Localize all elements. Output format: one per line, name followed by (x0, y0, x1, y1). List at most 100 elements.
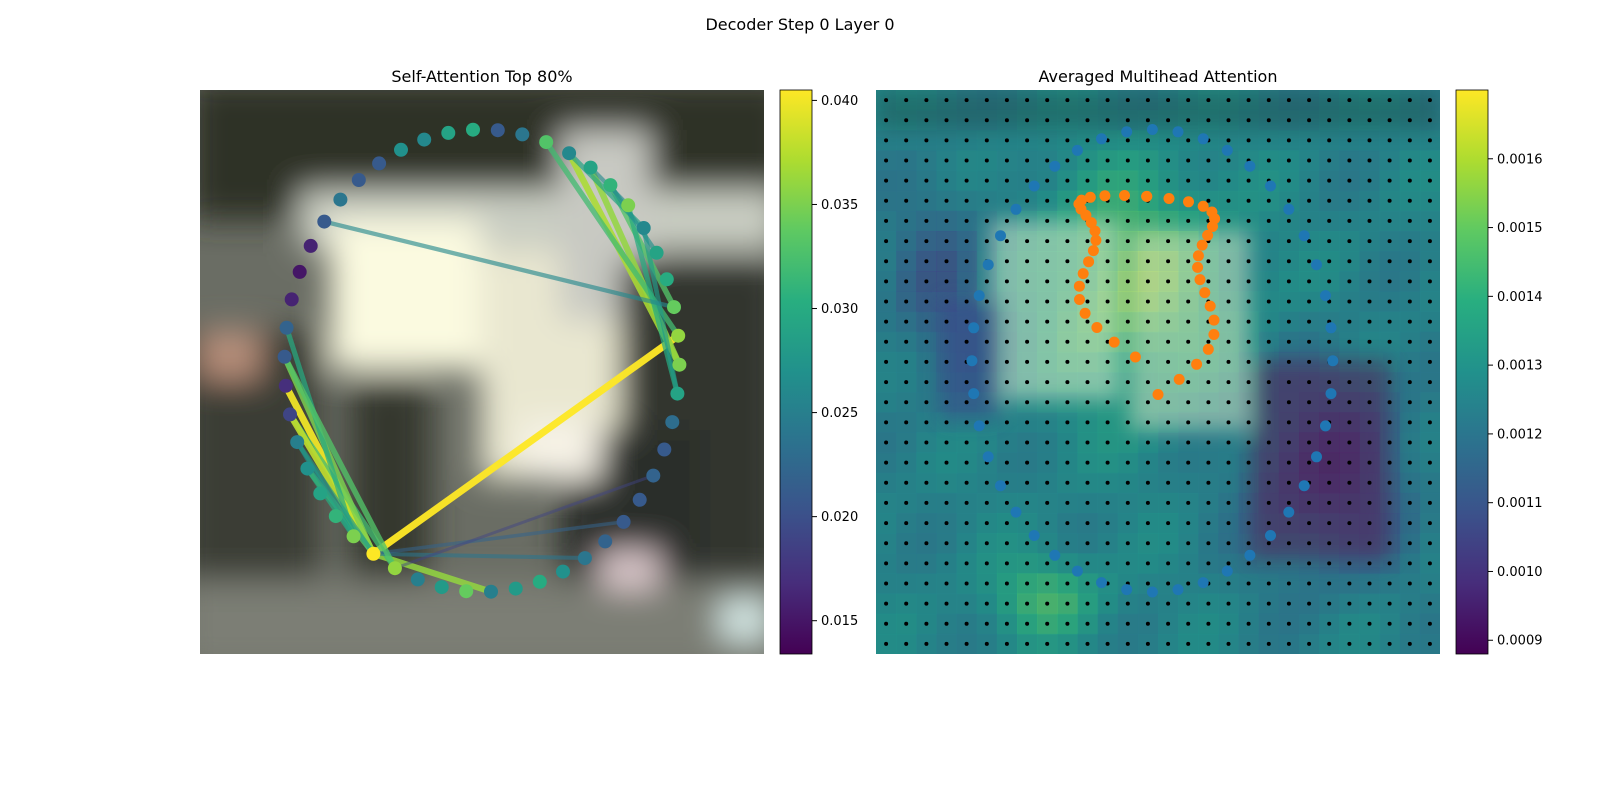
grid-dot (944, 521, 949, 526)
grid-dot (1286, 621, 1291, 626)
grid-dot (1286, 118, 1291, 123)
grid-dot (1347, 198, 1352, 203)
grid-dot (1347, 239, 1352, 244)
grid-dot (924, 480, 929, 485)
grid-dot (1226, 98, 1231, 103)
grid-dot (964, 380, 969, 385)
grid-dot (1347, 440, 1352, 445)
attention-point (667, 300, 681, 315)
grid-dot (904, 319, 909, 324)
grid-dot (1327, 541, 1332, 546)
grid-dot (924, 521, 929, 526)
grid-dot (1226, 178, 1231, 183)
grid-dot (924, 339, 929, 344)
grid-dot (1286, 521, 1291, 526)
grid-dot (1186, 521, 1191, 526)
grid-dot (1045, 118, 1050, 123)
grid-dot (984, 581, 989, 586)
blue-ring-point (1028, 530, 1040, 541)
grid-dot (1347, 118, 1352, 123)
grid-dot (1367, 641, 1372, 646)
grid-dot (1125, 480, 1130, 485)
blue-ring-point (1221, 565, 1233, 577)
grid-dot (1025, 279, 1030, 284)
grid-dot (1206, 440, 1211, 445)
grid-dot (1186, 178, 1191, 183)
grid-dot (1286, 198, 1291, 203)
grid-dot (904, 118, 909, 123)
blue-ring-point (1320, 290, 1331, 302)
grid-dot (1246, 319, 1251, 324)
grid-dot (1387, 601, 1392, 606)
grid-dot (1387, 319, 1392, 324)
grid-dot (1206, 158, 1211, 163)
grid-dot (1025, 440, 1030, 445)
grid-dot (904, 500, 909, 505)
grid-dot (1065, 138, 1070, 143)
grid-dot (1327, 218, 1332, 223)
grid-dot (1145, 158, 1150, 163)
grid-dot (1347, 380, 1352, 385)
attention-point (659, 272, 674, 287)
grid-dot (1226, 239, 1231, 244)
grid-dot (964, 521, 969, 526)
grid-dot (1166, 500, 1171, 505)
attention-point (466, 122, 480, 137)
grid-dot (884, 641, 889, 646)
grid-dot (924, 440, 929, 445)
grid-dot (884, 541, 889, 546)
grid-dot (1206, 521, 1211, 526)
grid-dot (1407, 541, 1412, 546)
grid-dot (1327, 581, 1332, 586)
grid-dot (884, 178, 889, 183)
grid-dot (1387, 621, 1392, 626)
grid-dot (1367, 158, 1372, 163)
grid-dot (1226, 218, 1231, 223)
grid-dot (1387, 500, 1392, 505)
grid-dot (1347, 279, 1352, 284)
grid-dot (924, 541, 929, 546)
grid-dot (1327, 118, 1332, 123)
grid-dot (1226, 299, 1231, 304)
grid-dot (1025, 380, 1030, 385)
grid-dot (1387, 138, 1392, 143)
grid-dot (1025, 641, 1030, 646)
colorbar-tick-label: 0.0010 (1497, 565, 1543, 580)
attention-point (278, 378, 293, 393)
grid-dot (924, 98, 929, 103)
grid-dot (1266, 239, 1271, 244)
grid-dot (1226, 500, 1231, 505)
grid-dot (904, 641, 909, 646)
grid-dot (1387, 118, 1392, 123)
grid-dot (904, 601, 909, 606)
colorbar-tick-label: 0.020 (821, 510, 858, 525)
grid-dot (924, 641, 929, 646)
grid-dot (884, 561, 889, 566)
grid-dot (1307, 259, 1312, 264)
grid-dot (904, 621, 909, 626)
grid-dot (1307, 641, 1312, 646)
grid-dot (1166, 218, 1171, 223)
orange-curve-point (1090, 234, 1102, 246)
grid-dot (904, 400, 909, 405)
grid-dot (1025, 239, 1030, 244)
grid-dot (1145, 601, 1150, 606)
grid-dot (1367, 259, 1372, 264)
attention-point (532, 574, 547, 589)
grid-dot (1105, 480, 1110, 485)
grid-dot (1166, 158, 1171, 163)
orange-curve-point (1208, 314, 1220, 326)
grid-dot (904, 198, 909, 203)
orange-curve-point (1076, 194, 1088, 206)
grid-dot (904, 259, 909, 264)
grid-dot (1286, 581, 1291, 586)
grid-dot (984, 601, 989, 606)
grid-dot (1266, 460, 1271, 465)
attention-edge (608, 182, 659, 256)
grid-dot (1166, 319, 1171, 324)
grid-dot (904, 158, 909, 163)
grid-dot (1246, 380, 1251, 385)
grid-dot (1085, 420, 1090, 425)
grid-dot (1286, 380, 1291, 385)
blue-ring-point (1320, 420, 1331, 432)
